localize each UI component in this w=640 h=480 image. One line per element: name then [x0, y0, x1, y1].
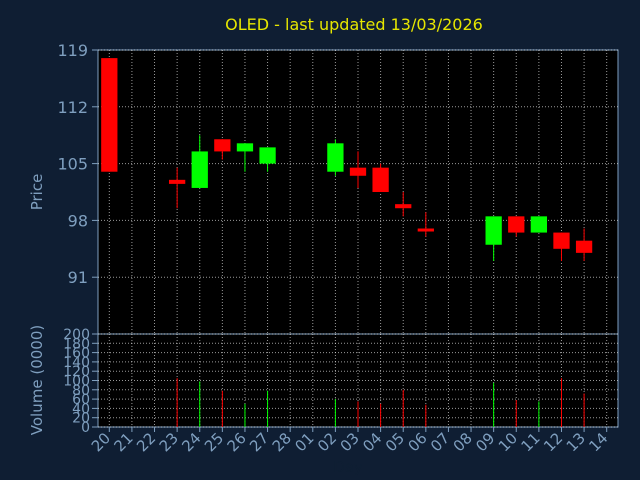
price-axis-label: Price — [28, 174, 46, 211]
volume-tick-label: 0 — [81, 420, 90, 436]
candle-down — [214, 139, 231, 152]
volume-axis-label: Volume (0000) — [28, 325, 46, 435]
candle-down — [575, 240, 593, 253]
candle-down — [395, 204, 412, 209]
volume-tick-label: 160 — [63, 346, 90, 362]
candle-down — [372, 167, 389, 192]
candle-up — [236, 143, 254, 152]
candle-down — [168, 179, 186, 184]
price-y-ticks: 91 98 105 112 119 — [57, 41, 98, 287]
candle-down — [101, 58, 118, 172]
candle-up — [530, 216, 548, 233]
volume-tick-label: 80 — [72, 383, 90, 399]
chart-title: OLED - last updated 13/03/2026 — [225, 15, 483, 34]
candle-up — [259, 147, 276, 164]
price-tick-label: 119 — [57, 41, 88, 60]
price-tick-label: 105 — [57, 155, 88, 174]
volume-tick-label: 60 — [72, 392, 90, 408]
volume-tick-label: 20 — [72, 411, 90, 427]
volume-tick-label: 200 — [63, 327, 90, 343]
candle-down — [349, 167, 367, 176]
volume-tick-label: 40 — [72, 401, 90, 417]
volume-tick-label: 100 — [63, 374, 90, 390]
price-tick-label: 112 — [57, 98, 88, 117]
volume-tick-label: 140 — [63, 355, 90, 371]
volume-grid — [98, 333, 618, 428]
price-tick-label: 91 — [68, 268, 88, 287]
x-axis-label: Day — [333, 458, 363, 476]
candle-down — [417, 228, 434, 232]
candle-down — [508, 216, 525, 233]
price-tick-label: 98 — [68, 211, 88, 230]
x-tick-label: 14 — [585, 429, 611, 455]
candle-down — [553, 232, 570, 249]
candle-up — [485, 216, 502, 245]
candle-up — [327, 143, 344, 172]
candlesticks — [101, 58, 593, 261]
volume-tick-label: 180 — [63, 336, 90, 352]
volume-bars — [176, 378, 585, 427]
volume-tick-label: 120 — [63, 364, 90, 380]
x-axis-ticks: 2021222324252627280102030405060708091011… — [88, 427, 612, 455]
candle-up — [191, 151, 208, 188]
